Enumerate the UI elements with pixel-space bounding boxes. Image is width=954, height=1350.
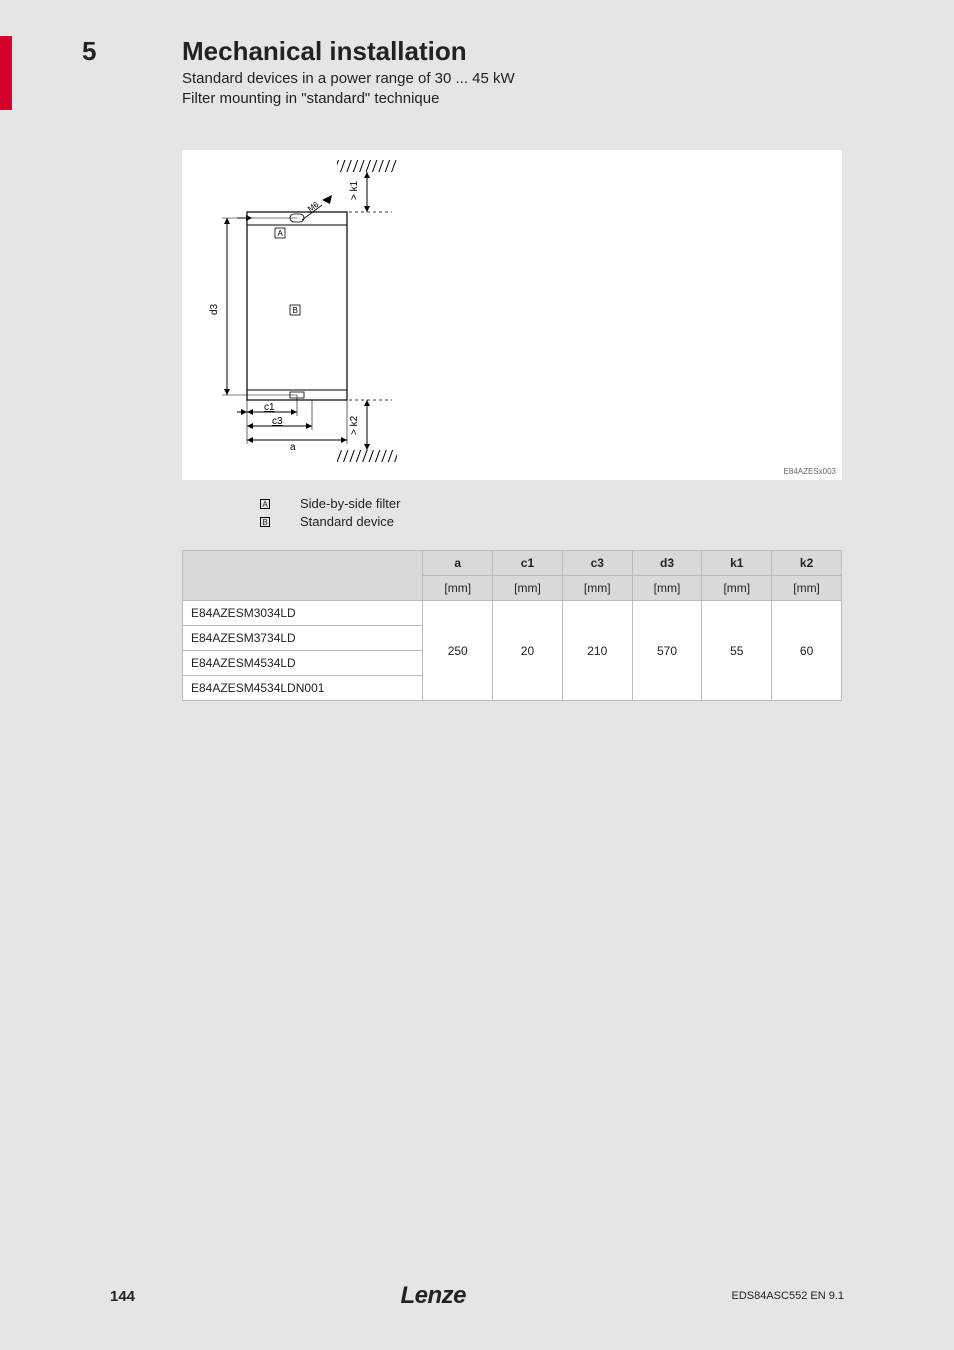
unit-c3: [mm] <box>562 576 632 601</box>
val-a: 250 <box>423 601 493 701</box>
label-c3: c3 <box>272 416 283 427</box>
val-c1: 20 <box>493 601 563 701</box>
legend-text-b: Standard device <box>300 513 394 531</box>
page-number: 144 <box>110 1288 135 1305</box>
unit-k1: [mm] <box>702 576 772 601</box>
val-d3: 570 <box>632 601 702 701</box>
label-c1: c1 <box>264 402 275 413</box>
col-c1: c1 <box>493 551 563 576</box>
page-title: Mechanical installation <box>182 36 515 67</box>
col-d3: d3 <box>632 551 702 576</box>
chapter-number: 5 <box>82 36 96 67</box>
page-footer: 144 Lenze EDS84ASC552 EN 9.1 <box>0 1282 954 1310</box>
col-k1: k1 <box>702 551 772 576</box>
unit-d3: [mm] <box>632 576 702 601</box>
subtitle-2: Filter mounting in "standard" technique <box>182 89 515 109</box>
row-label-0: E84AZESM3034LD <box>183 601 423 626</box>
diagram-caption: E84AZESx003 <box>784 467 836 476</box>
legend-mark-b: B <box>260 517 270 527</box>
col-a: a <box>423 551 493 576</box>
accent-bar <box>0 36 12 110</box>
diagram-panel: M6 A B > k1 > k2 d3 c1 c3 a <box>182 150 842 480</box>
mark-a: A <box>278 229 284 238</box>
table-row: E84AZESM3034LD 250 20 210 570 55 60 <box>183 601 842 626</box>
legend-row-b: B Standard device <box>260 513 400 531</box>
dimensions-table: a c1 c3 d3 k1 k2 [mm] [mm] [mm] [mm] [mm… <box>182 550 842 701</box>
table-corner <box>183 551 423 601</box>
col-k2: k2 <box>772 551 842 576</box>
page-header: Mechanical installation Standard devices… <box>182 36 515 110</box>
val-c3: 210 <box>562 601 632 701</box>
document-id: EDS84ASC552 EN 9.1 <box>731 1290 844 1302</box>
diagram-legend: A Side-by-side filter B Standard device <box>260 495 400 531</box>
unit-a: [mm] <box>423 576 493 601</box>
row-label-3: E84AZESM4534LDN001 <box>183 676 423 701</box>
val-k2: 60 <box>772 601 842 701</box>
unit-c1: [mm] <box>493 576 563 601</box>
label-d3: d3 <box>209 303 220 315</box>
row-label-2: E84AZESM4534LD <box>183 651 423 676</box>
label-a: a <box>290 442 296 453</box>
mark-b: B <box>293 306 298 315</box>
legend-mark-a: A <box>260 499 270 509</box>
unit-k2: [mm] <box>772 576 842 601</box>
label-k2: > k2 <box>349 415 360 435</box>
legend-text-a: Side-by-side filter <box>300 495 400 513</box>
label-k1: > k1 <box>349 180 360 200</box>
row-label-1: E84AZESM3734LD <box>183 626 423 651</box>
mounting-diagram: M6 A B > k1 > k2 d3 c1 c3 a <box>182 150 842 480</box>
subtitle-1: Standard devices in a power range of 30 … <box>182 69 515 89</box>
val-k1: 55 <box>702 601 772 701</box>
col-c3: c3 <box>562 551 632 576</box>
brand-logo: Lenze <box>401 1282 467 1310</box>
legend-row-a: A Side-by-side filter <box>260 495 400 513</box>
